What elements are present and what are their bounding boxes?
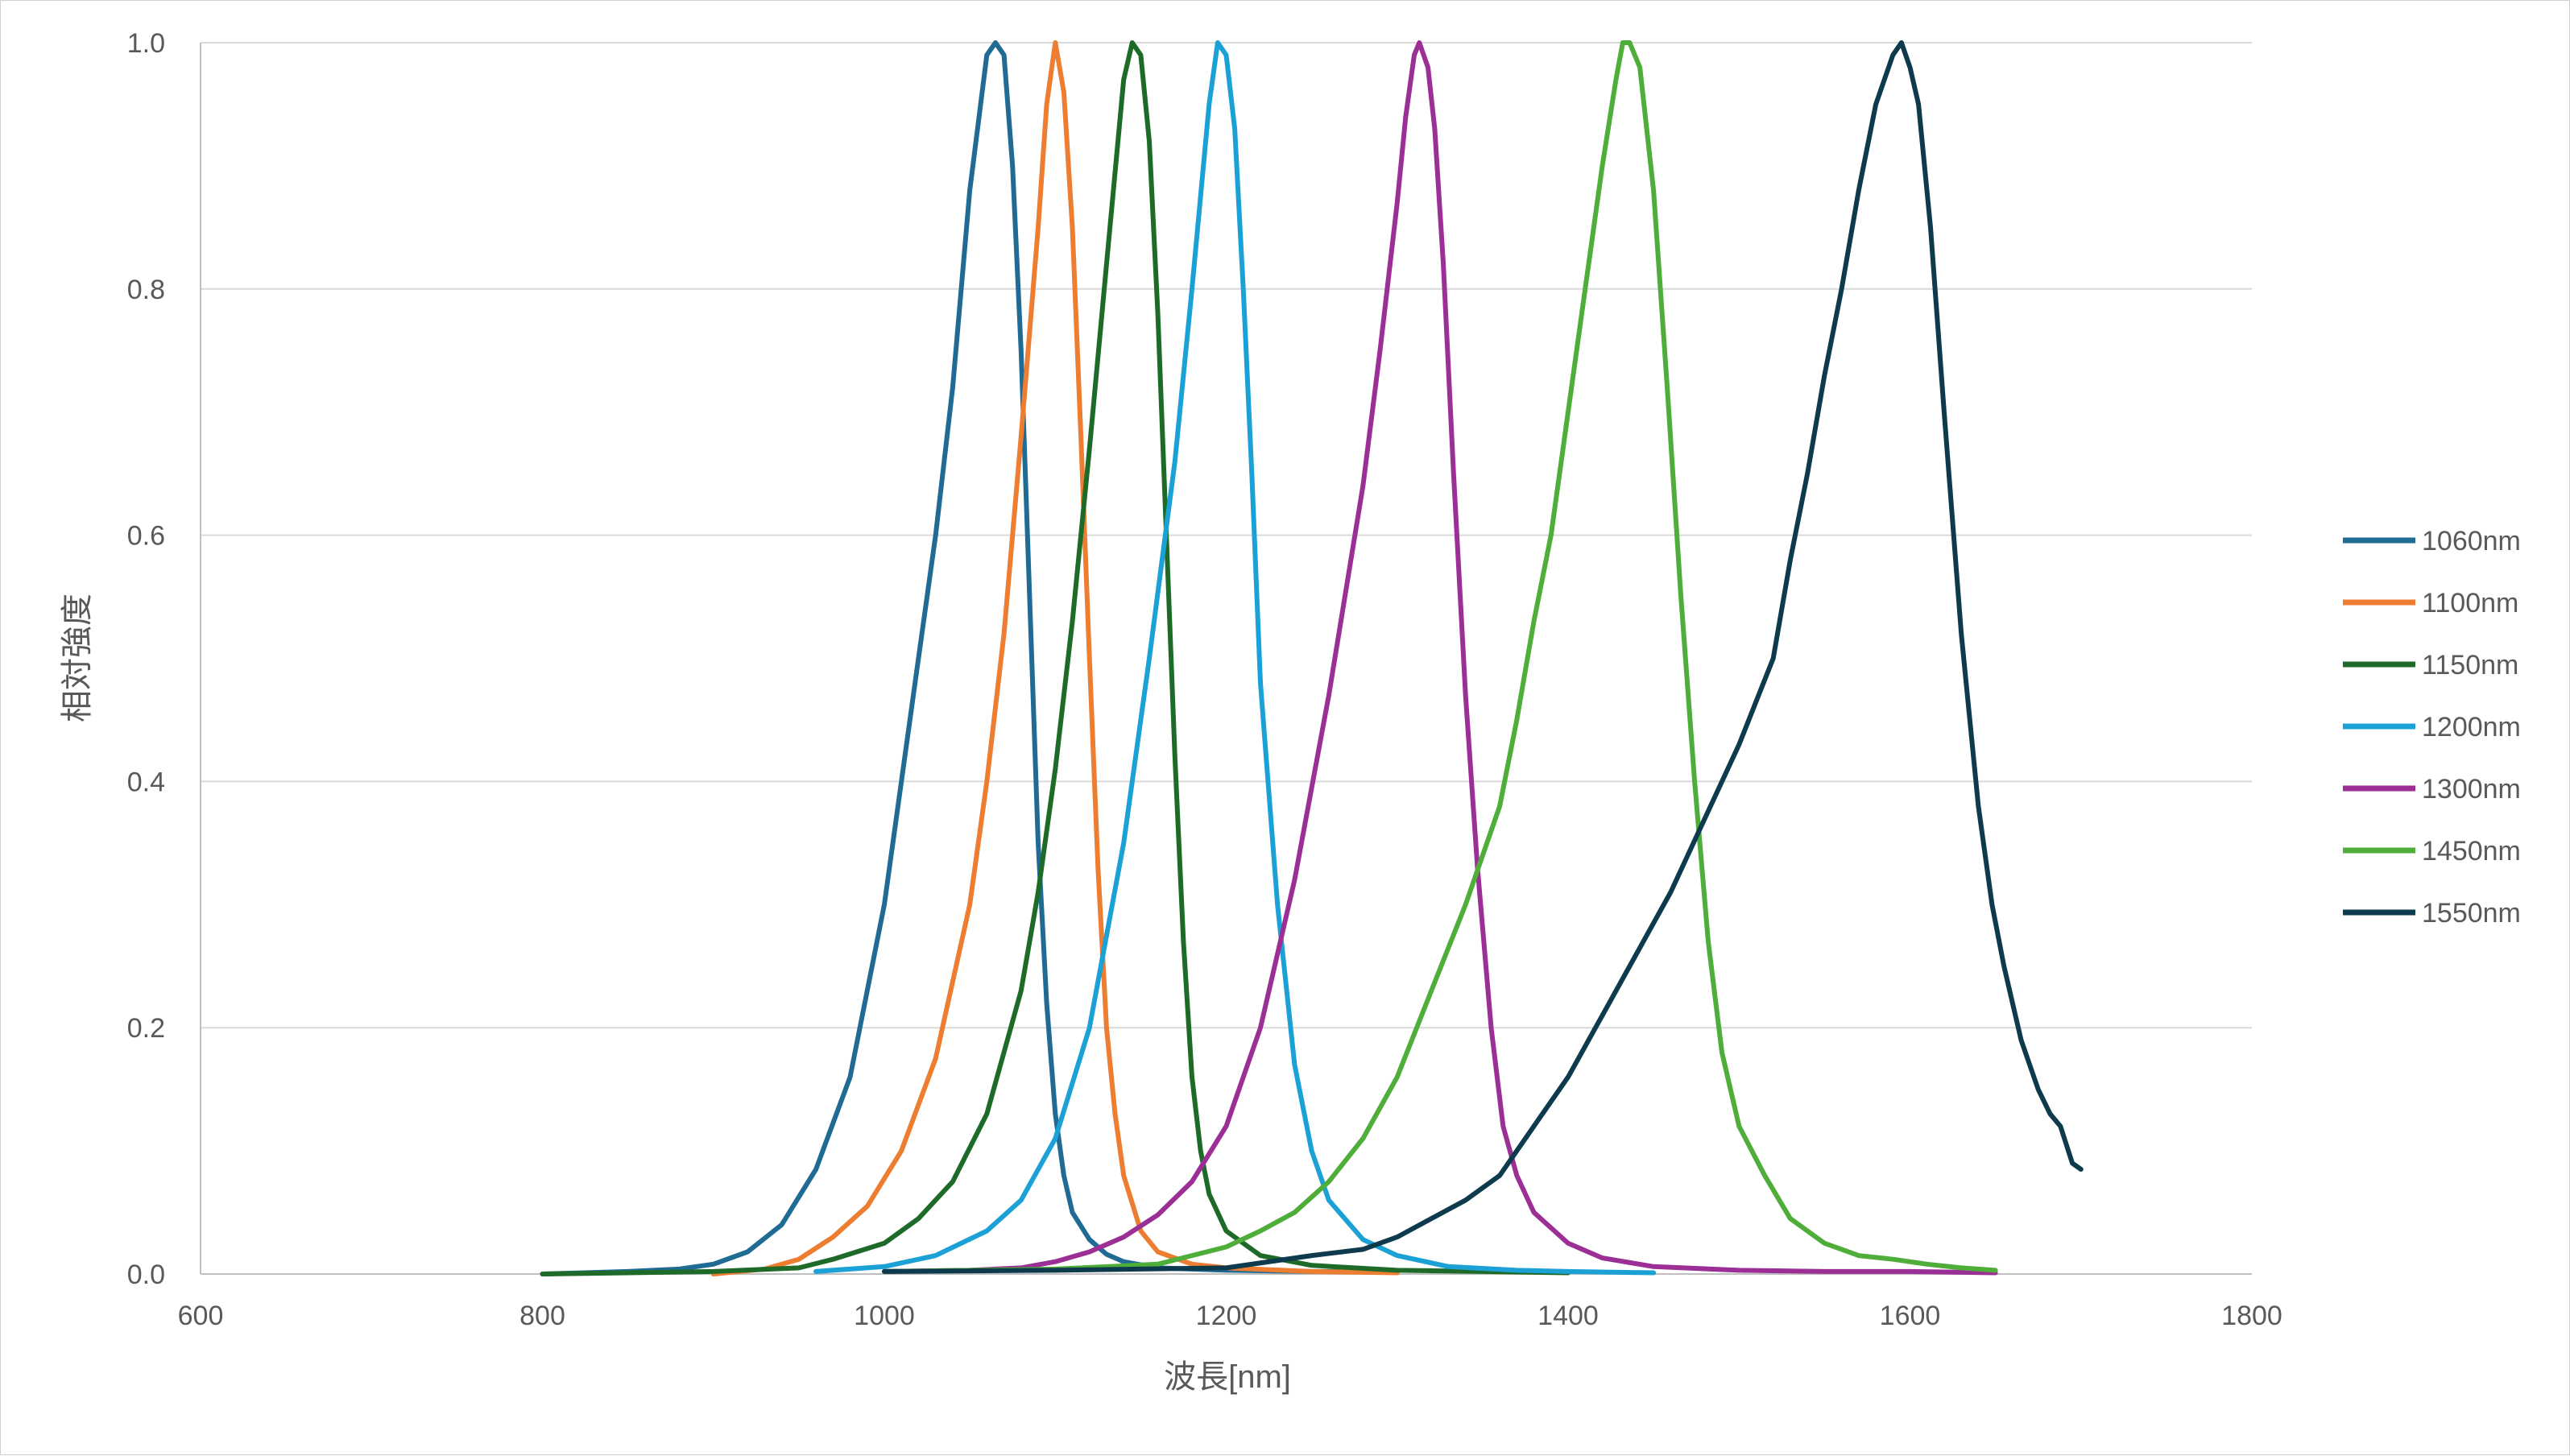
y-tick-label: 0.4	[127, 767, 165, 797]
y-tick-label: 0.0	[127, 1260, 165, 1290]
series-lines	[540, 40, 2084, 1276]
x-tick-label: 1400	[1537, 1301, 1599, 1331]
series-line-1550nm	[882, 40, 2084, 1274]
legend-label-1200nm: 1200nm	[2422, 712, 2521, 742]
legend-label-1300nm: 1300nm	[2422, 774, 2521, 805]
x-tick-label: 600	[178, 1301, 224, 1331]
series-line-1450nm	[882, 40, 1998, 1274]
series-line-1300nm	[882, 40, 1998, 1276]
x-tick-label: 1200	[1196, 1301, 1257, 1331]
legend-label-1450nm: 1450nm	[2422, 836, 2521, 867]
legend-label-1150nm: 1150nm	[2422, 650, 2518, 680]
series-line-1200nm	[813, 40, 1657, 1276]
series-line-1100nm	[710, 40, 1400, 1276]
legend-label-1100nm: 1100nm	[2422, 588, 2518, 618]
axes: 0.0 0.2 0.4 0.6 0.8 1.0 600 800 1000 1200 1400 1600…	[127, 28, 2282, 1331]
series-line-1060nm	[540, 40, 1400, 1276]
legend-label-1060nm: 1060nm	[2422, 526, 2521, 556]
y-tick-label: 0.6	[127, 521, 165, 552]
legend-label-1550nm: 1550nm	[2422, 898, 2521, 929]
y-tick-label: 0.8	[127, 275, 165, 305]
series-line-1150nm	[540, 40, 1571, 1276]
x-tick-label: 1000	[854, 1301, 915, 1331]
y-tick-label: 0.2	[127, 1013, 165, 1044]
gridlines	[201, 42, 2252, 1029]
y-tick-label: 1.0	[127, 28, 165, 59]
x-tick-label: 1800	[2221, 1301, 2282, 1331]
x-tick-label: 1600	[1880, 1301, 1941, 1331]
x-tick-label: 800	[519, 1301, 565, 1331]
legend: 1060nm 1100nm 1150nm 1200nm 1300nm 1450nm 1550…	[2343, 526, 2521, 929]
x-axis-title: 波長[nm]	[1164, 1359, 1291, 1395]
y-axis-title: 相対強度	[60, 594, 95, 722]
